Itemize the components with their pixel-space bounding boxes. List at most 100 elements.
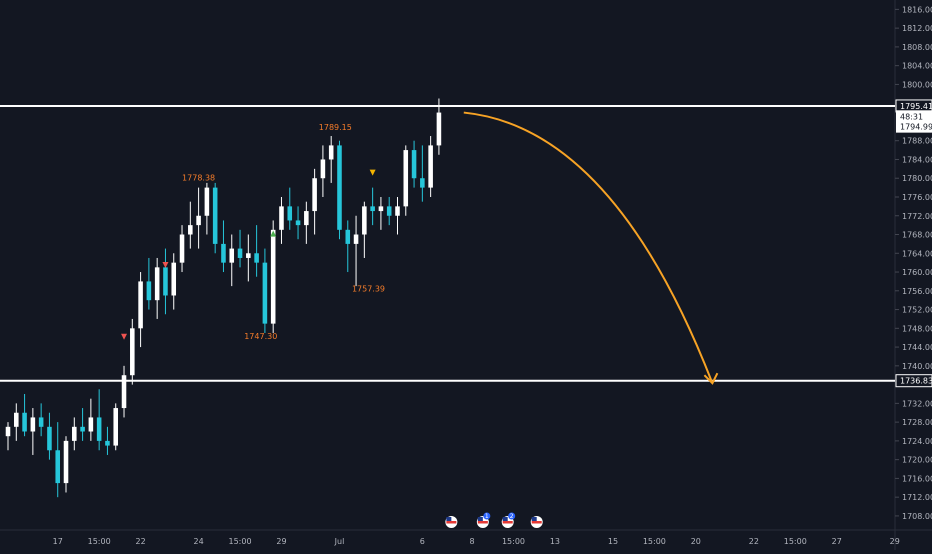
candle-body[interactable] — [14, 412, 19, 427]
event-flag-canton — [446, 517, 452, 521]
candle-body[interactable] — [221, 243, 226, 263]
event-flag-stripe — [477, 521, 488, 524]
candle-body[interactable] — [287, 206, 293, 221]
y-tick-label: 1724.00 — [902, 437, 932, 446]
candle-body[interactable] — [105, 440, 110, 446]
candle-body[interactable] — [188, 225, 193, 235]
candle-body[interactable] — [312, 178, 317, 212]
candle-body[interactable] — [146, 281, 152, 301]
y-tick-label: 1800.00 — [902, 80, 932, 89]
candle-body[interactable] — [163, 267, 168, 296]
x-tick-label: 15 — [608, 537, 618, 546]
y-tick-label: 1772.00 — [902, 212, 932, 221]
last-price-label: 1794.99 — [900, 123, 932, 132]
event-flag-stripe — [531, 521, 542, 524]
x-tick-label: 15:00 — [643, 537, 666, 546]
candle-body[interactable] — [63, 440, 69, 484]
candle-body[interactable] — [420, 178, 425, 188]
candle-body[interactable] — [246, 253, 251, 258]
y-tick-label: 1720.00 — [902, 456, 932, 465]
y-tick-label: 1764.00 — [902, 249, 932, 258]
y-tick-label: 1760.00 — [902, 268, 932, 277]
candle-body[interactable] — [320, 159, 326, 179]
candle-body[interactable] — [30, 417, 36, 432]
candle-body[interactable] — [179, 234, 185, 263]
x-tick-label: 29 — [276, 537, 286, 546]
last-price-label: 48:31 — [900, 112, 923, 121]
candle-body[interactable] — [237, 248, 243, 258]
candle-body[interactable] — [22, 412, 27, 432]
candle-body[interactable] — [395, 206, 400, 216]
candle-body[interactable] — [262, 262, 268, 324]
event-flag-canton — [502, 517, 508, 521]
y-tick-label: 1740.00 — [902, 362, 932, 371]
candle-body[interactable] — [229, 248, 235, 263]
candle-body[interactable] — [154, 267, 160, 301]
candle-body[interactable] — [80, 426, 85, 432]
candle-body[interactable] — [411, 150, 417, 179]
x-tick-label: 15:00 — [88, 537, 111, 546]
signal-down-marker — [369, 169, 376, 176]
candle-body[interactable] — [88, 417, 94, 432]
candle-body[interactable] — [113, 408, 119, 446]
candle-body[interactable] — [345, 229, 351, 244]
x-tick-label: 22 — [749, 537, 759, 546]
candle-body[interactable] — [212, 187, 218, 244]
price-level-box — [895, 374, 932, 388]
candle-body[interactable] — [96, 417, 102, 441]
y-tick-label: 1728.00 — [902, 418, 932, 427]
price-annotation: 1789.15 — [319, 123, 352, 132]
candle-body[interactable] — [279, 206, 284, 230]
candle-body[interactable] — [270, 229, 276, 324]
event-flag-canton — [531, 517, 537, 521]
x-tick-label: 24 — [194, 537, 204, 546]
y-tick-label: 1780.00 — [902, 174, 932, 183]
candle-body[interactable] — [138, 281, 143, 329]
event-badge-count: 1 — [485, 513, 489, 520]
candle-body[interactable] — [171, 262, 177, 296]
x-tick-label: 8 — [470, 537, 475, 546]
candle-body[interactable] — [428, 145, 433, 188]
candle-body[interactable] — [362, 206, 367, 235]
y-tick-label: 1716.00 — [902, 474, 932, 483]
candle-body[interactable] — [196, 215, 201, 226]
candle-body[interactable] — [38, 417, 44, 427]
y-tick-label: 1816.00 — [902, 5, 932, 14]
candle-body[interactable] — [5, 426, 11, 437]
candle-body[interactable] — [337, 145, 342, 230]
candle-body[interactable] — [353, 234, 359, 244]
candle-body[interactable] — [204, 187, 210, 216]
candle-body[interactable] — [386, 206, 392, 216]
event-badge-count: 2 — [510, 513, 514, 520]
candle-body[interactable] — [254, 253, 259, 263]
candle-body[interactable] — [370, 206, 375, 212]
candle-body[interactable] — [403, 150, 409, 207]
projection-arrow[interactable] — [463, 111, 714, 384]
x-tick-label: 6 — [420, 537, 425, 546]
candle-body[interactable] — [55, 450, 61, 484]
event-badge — [483, 512, 491, 520]
last-price-box — [896, 120, 932, 133]
candle-body[interactable] — [295, 220, 301, 226]
price-annotation: 1757.39 — [352, 285, 385, 294]
signal-up-marker — [270, 230, 277, 237]
x-tick-label: 13 — [550, 537, 560, 546]
signal-down-marker — [162, 262, 169, 268]
candle-body[interactable] — [47, 426, 52, 451]
y-tick-label: 1784.00 — [902, 155, 932, 164]
candle-body[interactable] — [121, 375, 127, 409]
y-tick-label: 1752.00 — [902, 306, 932, 315]
y-tick-label: 1732.00 — [902, 399, 932, 408]
candle-body[interactable] — [304, 211, 309, 226]
candle-body[interactable] — [328, 145, 334, 160]
y-tick-label: 1708.00 — [902, 512, 932, 521]
signal-down-marker — [121, 333, 128, 340]
candle-body[interactable] — [130, 328, 135, 376]
y-tick-label: 1804.00 — [902, 62, 932, 71]
price-annotation: 1778.38 — [182, 174, 215, 183]
candle-body[interactable] — [436, 112, 442, 146]
candle-body[interactable] — [72, 426, 77, 441]
candle-body[interactable] — [378, 206, 384, 212]
